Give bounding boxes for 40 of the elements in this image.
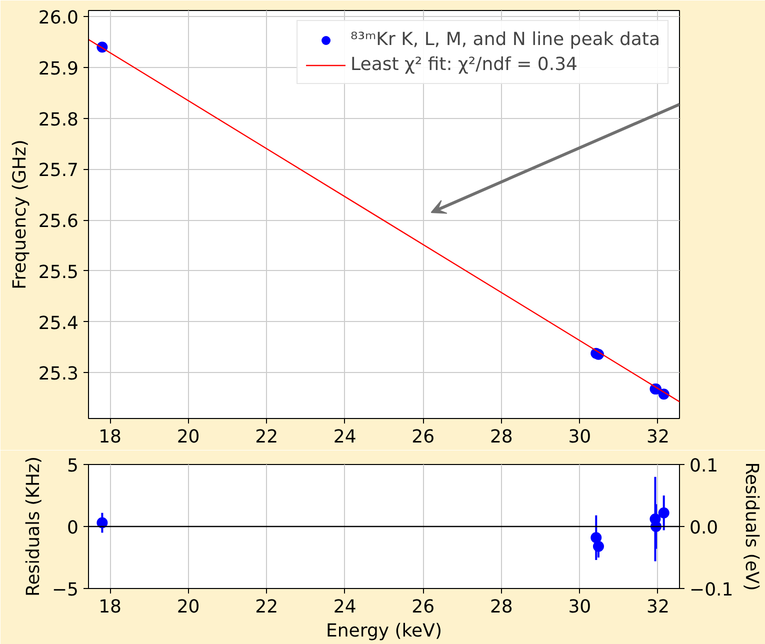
x-tick-label: 32 [646, 596, 670, 618]
x-tick-label: 20 [176, 426, 200, 448]
x-tick-label: 24 [333, 426, 356, 448]
y-axis-title: Residuals (KHz) [22, 456, 44, 596]
y-tick-label: 25.3 [38, 364, 78, 385]
x-tick-label: 28 [490, 596, 513, 618]
y-tick-label: 25.8 [38, 109, 78, 130]
x-tick-label: 26 [412, 426, 435, 448]
y-tick-label: 26.0 [38, 8, 78, 29]
x-tick-label: 20 [176, 596, 200, 618]
x-tick-label: 30 [568, 596, 592, 618]
x-tick-label: 24 [333, 596, 356, 618]
y-tick-label: 25.6 [38, 211, 78, 232]
x-tick-label: 22 [255, 596, 278, 618]
y2-tick-label: 0.1 [690, 456, 718, 476]
legend-label: ⁸³ᵐKr K, L, M, and N line peak data [350, 29, 660, 50]
x-tick-label: 32 [646, 426, 670, 448]
point [592, 540, 604, 552]
y-tick-label: 0 [67, 518, 78, 538]
x-tick-label: 18 [98, 596, 122, 618]
legend-label: Least χ² fit: χ²/ndf = 0.34 [350, 54, 578, 75]
x-tick-label: 22 [255, 426, 278, 448]
x-tick-label: 18 [98, 426, 122, 448]
y-tick-label: 25.9 [38, 58, 78, 80]
y-tick-label: 5 [67, 456, 78, 476]
x-tick-label: 28 [490, 426, 513, 448]
x-tick-label: 26 [412, 596, 435, 618]
point [658, 507, 670, 518]
x-tick-label: 30 [568, 426, 592, 448]
y-tick-label: 25.4 [38, 312, 78, 334]
point [96, 517, 108, 528]
y-tick-label: 25.5 [38, 262, 78, 283]
y-axis-title: Frequency (GHz) [9, 140, 30, 290]
x-axis-title: Energy (keV) [326, 620, 442, 642]
y2-tick-label: −0.1 [690, 580, 734, 600]
y-tick-label: −5 [52, 580, 79, 600]
y-tick-label: 25.7 [38, 160, 78, 182]
y2-axis-title: Residuals (eV) [741, 462, 762, 591]
y2-tick-label: 0.0 [690, 518, 718, 538]
point [590, 532, 602, 544]
